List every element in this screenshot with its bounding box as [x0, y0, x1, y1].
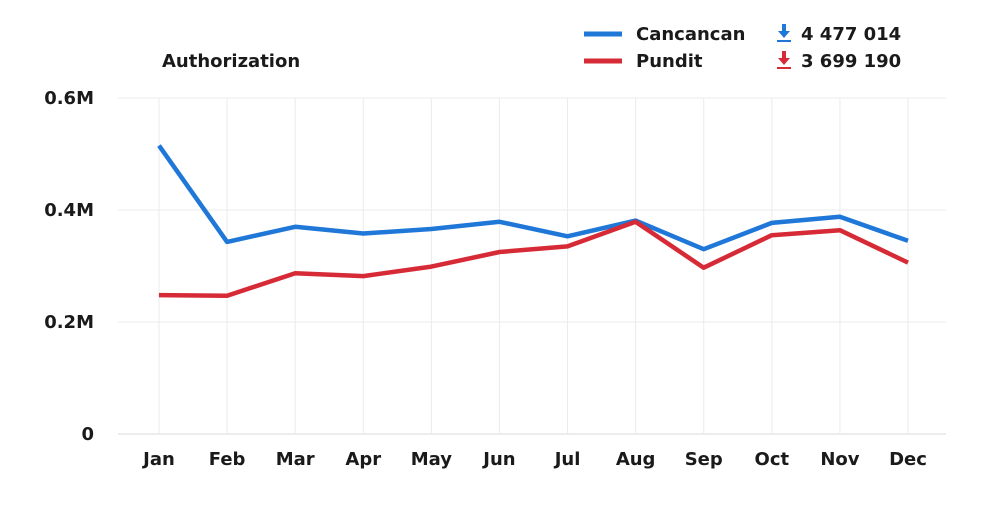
- series-layer: [157, 144, 909, 298]
- x-tick-label: Jul: [553, 449, 581, 470]
- x-tick-label: Jan: [141, 449, 175, 470]
- x-tick-label: Feb: [209, 449, 246, 470]
- series-line-cancancan: [157, 144, 909, 252]
- y-tick-label: 0.6M: [44, 88, 94, 109]
- legend-total-value: 4 477 014: [801, 24, 901, 45]
- legend-label: Cancancan: [636, 24, 745, 45]
- legend: Cancancan 4 477 014 Pundit 3 699 190: [584, 24, 901, 72]
- grid-layer: [118, 97, 946, 435]
- x-tick-label: Nov: [820, 449, 859, 470]
- x-tick-label: Jun: [481, 449, 515, 470]
- y-tick-label: 0: [81, 424, 94, 445]
- axis-layer: 0 0.2M 0.4M 0.6M Jan Feb Mar Apr May Jun Jul Aug Sep…: [44, 88, 927, 470]
- x-tick-label: Sep: [685, 449, 723, 470]
- download-arrow-icon: [777, 51, 791, 69]
- x-tick-label: Apr: [345, 449, 381, 470]
- legend-label: Pundit: [636, 51, 703, 72]
- x-tick-label: Mar: [276, 449, 315, 470]
- x-tick-label: Aug: [616, 449, 656, 470]
- y-tick-label: 0.4M: [44, 200, 94, 221]
- y-tick-label: 0.2M: [44, 312, 94, 333]
- legend-total-value: 3 699 190: [801, 51, 901, 72]
- x-tick-label: Oct: [755, 449, 790, 470]
- download-arrow-icon: [777, 24, 791, 42]
- series-line-pundit: [158, 219, 909, 298]
- x-tick-label: May: [411, 449, 453, 470]
- chart-title: Authorization: [162, 51, 300, 72]
- x-tick-label: Dec: [889, 449, 927, 470]
